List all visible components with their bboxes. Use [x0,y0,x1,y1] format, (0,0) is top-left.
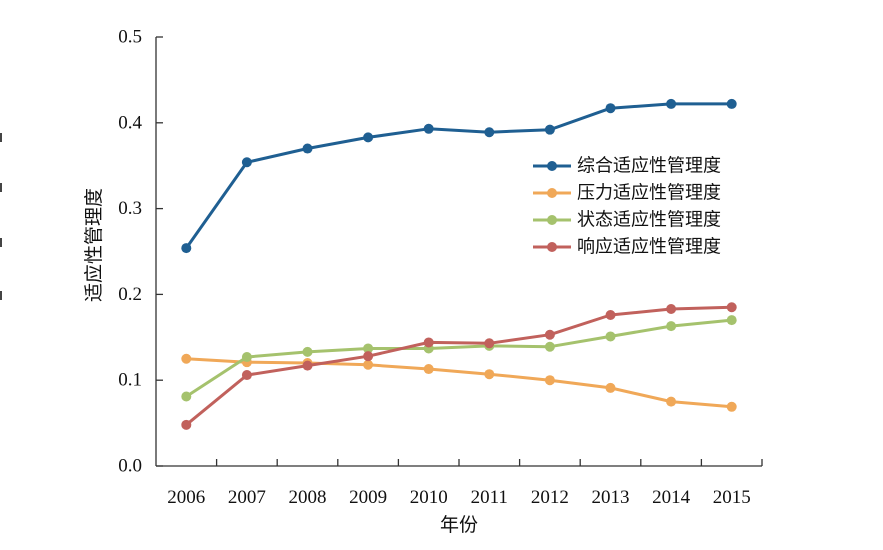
edge-marks [0,133,2,300]
legend-label: 压力适应性管理度 [577,183,721,204]
series-1 [181,353,737,412]
x-tick-label: 2011 [471,487,508,508]
series-layer [181,98,737,430]
data-point [241,157,252,168]
data-point [241,370,252,381]
legend-swatch-marker [547,215,557,225]
data-point [666,321,677,332]
data-point [302,143,313,154]
data-point [363,351,374,362]
legend-label: 状态适应性管理度 [577,210,721,231]
data-point [544,375,555,386]
y-ticks: 0.0 0.1 0.2 0.3 0.4 0.5 [118,27,163,477]
legend-swatch-marker [547,188,557,198]
y-tick-label: 0.5 [118,27,142,48]
series-2 [181,315,737,402]
data-point [666,303,677,314]
data-point [423,123,434,134]
data-point [544,341,555,352]
legend-label: 综合适应性管理度 [577,156,721,177]
data-point [605,309,616,320]
y-axis-title: 适应性管理度 [83,188,105,302]
x-axis-title: 年份 [440,514,478,536]
data-point [181,391,192,402]
data-point [363,132,374,143]
data-point [484,338,495,349]
legend-item: 压力适应性管理度 [533,183,721,204]
data-point [302,346,313,357]
x-tick-label: 2008 [289,487,327,508]
data-point [666,396,677,407]
y-tick-label: 0.3 [118,198,142,219]
x-tick-label: 2013 [592,487,630,508]
data-point [363,359,374,370]
series-line [185,102,732,249]
x-tick-label: 2007 [228,487,266,508]
x-tick-label: 2015 [713,487,751,508]
y-tick-label: 0.2 [118,284,142,305]
x-tick-label: 2010 [410,487,448,508]
x-tick-label: 2012 [531,487,569,508]
data-point [726,315,737,326]
legend-item: 综合适应性管理度 [533,156,721,177]
data-point [241,352,252,363]
x-ticks: 2006 2007 2008 2009 2010 2011 2012 2013 2014 2015 [167,459,763,508]
series-line [185,305,732,426]
data-point [302,360,313,371]
series-0 [181,98,737,254]
y-tick-label: 0.0 [118,456,142,477]
data-point [181,243,192,254]
series-3 [181,302,737,430]
legend-swatch-marker [547,242,557,252]
data-point [423,337,434,348]
data-point [423,364,434,375]
data-point [605,382,616,393]
data-point [726,401,737,412]
legend-item: 状态适应性管理度 [533,210,721,231]
y-tick-label: 0.4 [118,112,142,133]
legend-swatch-marker [547,161,557,171]
legend-item: 响应适应性管理度 [533,237,721,258]
data-point [605,103,616,114]
data-point [181,419,192,430]
x-tick-label: 2009 [349,487,387,508]
data-point [726,98,737,109]
x-tick-label: 2014 [652,487,691,508]
series-line [186,357,732,409]
legend-label: 响应适应性管理度 [577,237,721,258]
data-point [181,353,192,364]
y-tick-label: 0.1 [118,370,142,391]
series-line [185,318,732,398]
data-point [605,331,616,342]
data-point [726,302,737,313]
data-point [484,369,495,380]
data-point [544,124,555,135]
x-tick-label: 2006 [167,487,205,508]
data-point [666,98,677,109]
data-point [484,127,495,138]
data-point [363,343,374,354]
data-point [544,329,555,340]
